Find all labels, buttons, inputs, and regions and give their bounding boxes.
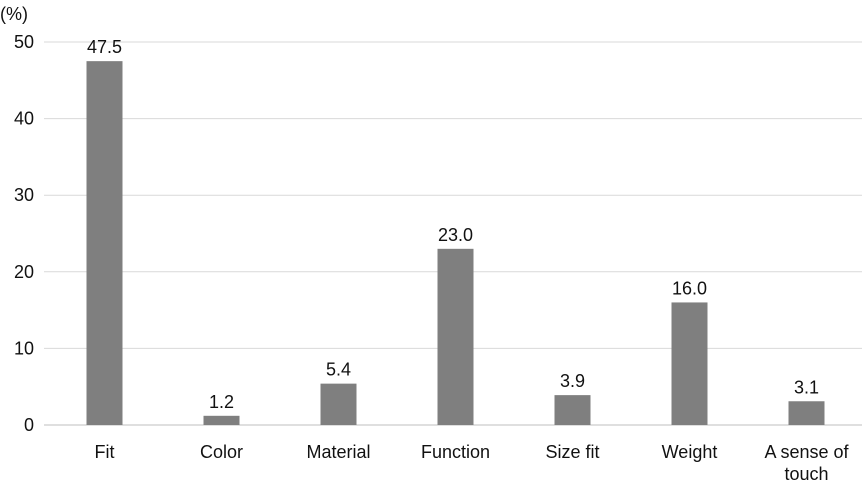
x-tick-label: Size fit — [545, 442, 599, 462]
data-label: 23.0 — [438, 225, 473, 245]
data-label: 1.2 — [209, 392, 234, 412]
x-tick-label: Fit — [95, 442, 115, 462]
bar — [671, 302, 708, 425]
bar — [437, 248, 474, 425]
x-axis-categories: Fit Color Material Function Size fit Weight A … — [95, 442, 850, 484]
y-axis-ticks: 0 10 20 30 40 50 — [14, 32, 34, 435]
value-labels: 47.5 1.2 5.4 23.0 3.9 16.0 3.1 — [87, 37, 819, 412]
x-tick-label: A sense of touch — [764, 442, 849, 484]
x-tick-label: Weight — [662, 442, 718, 462]
data-label: 16.0 — [672, 278, 707, 298]
y-tick-label: 50 — [14, 32, 34, 52]
y-tick-label: 40 — [14, 109, 34, 129]
data-label: 3.1 — [794, 377, 819, 397]
y-tick-label: 30 — [14, 185, 34, 205]
bar — [203, 415, 240, 425]
x-tick-label: Color — [200, 442, 243, 462]
bar — [554, 395, 591, 425]
y-tick-label: 20 — [14, 262, 34, 282]
y-axis-unit-label: (%) — [0, 4, 28, 24]
bar — [788, 401, 825, 425]
y-tick-label: 10 — [14, 338, 34, 358]
bar — [86, 61, 123, 426]
x-tick-label: Material — [306, 442, 370, 462]
bars — [86, 61, 825, 426]
gridlines — [44, 41, 862, 349]
data-label: 47.5 — [87, 37, 122, 57]
bar — [320, 383, 357, 425]
data-label: 3.9 — [560, 371, 585, 391]
x-tick-label: Function — [421, 442, 490, 462]
y-tick-label: 0 — [24, 415, 34, 435]
data-label: 5.4 — [326, 360, 351, 380]
